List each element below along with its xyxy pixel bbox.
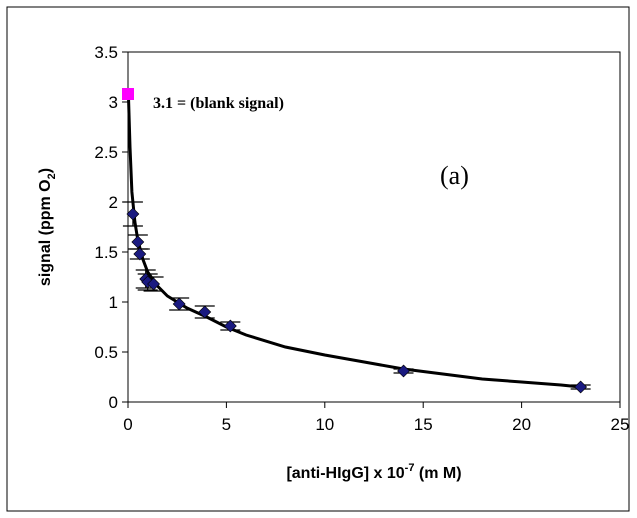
blank-signal-annotation: 3.1 = (blank signal)	[153, 95, 284, 112]
fit-curve	[126, 93, 581, 389]
x-tick-label: 25	[611, 415, 630, 434]
data-point	[198, 305, 212, 319]
x-tick-label: 0	[123, 415, 132, 434]
x-axis-label-unit: (m M)	[414, 465, 461, 482]
plot-area	[127, 51, 621, 403]
y-tick-label: 2	[109, 193, 118, 212]
data-point	[172, 297, 186, 311]
data-point	[397, 364, 410, 378]
x-axis-label-main: [anti-HIgG] x 10	[286, 465, 404, 482]
x-tick-label: 5	[222, 415, 231, 434]
data-point	[126, 207, 140, 221]
blank-signal-point	[122, 88, 134, 100]
y-tick-label: 3.5	[94, 43, 118, 62]
y-tick-label: 2.5	[94, 143, 118, 162]
data-point	[147, 277, 161, 291]
y-tick-label: 3	[109, 93, 118, 112]
y-tick-label: 0.5	[94, 343, 118, 362]
x-axis-label-sup: -7	[405, 462, 415, 474]
y-axis-label-end: )	[37, 168, 54, 173]
y-axis-label-sub: 2	[46, 173, 58, 179]
data-point	[133, 247, 147, 261]
y-tick-label: 0	[109, 393, 118, 412]
y-tick-label: 1.5	[94, 243, 118, 262]
x-tick-label: 20	[512, 415, 531, 434]
y-axis-label: signal (ppm O2)	[37, 168, 58, 286]
data-point	[223, 319, 237, 333]
data-point	[131, 235, 145, 249]
y-axis-ticks: 0 0.5 1 1.5 2 2.5 3 3.5	[94, 43, 128, 412]
figure-frame	[6, 6, 630, 512]
x-tick-label: 10	[315, 415, 334, 434]
panel-label: (a)	[440, 161, 469, 190]
x-axis-ticks: 0 5 10 15 20 25	[123, 402, 629, 434]
y-axis-label-main: signal (ppm O	[37, 179, 54, 286]
data-point	[574, 380, 588, 394]
x-axis-label: [anti-HIgG] x 10-7 (m M)	[286, 462, 461, 482]
y-tick-label: 1	[109, 293, 118, 312]
data-points	[122, 88, 588, 394]
x-tick-label: 15	[414, 415, 433, 434]
